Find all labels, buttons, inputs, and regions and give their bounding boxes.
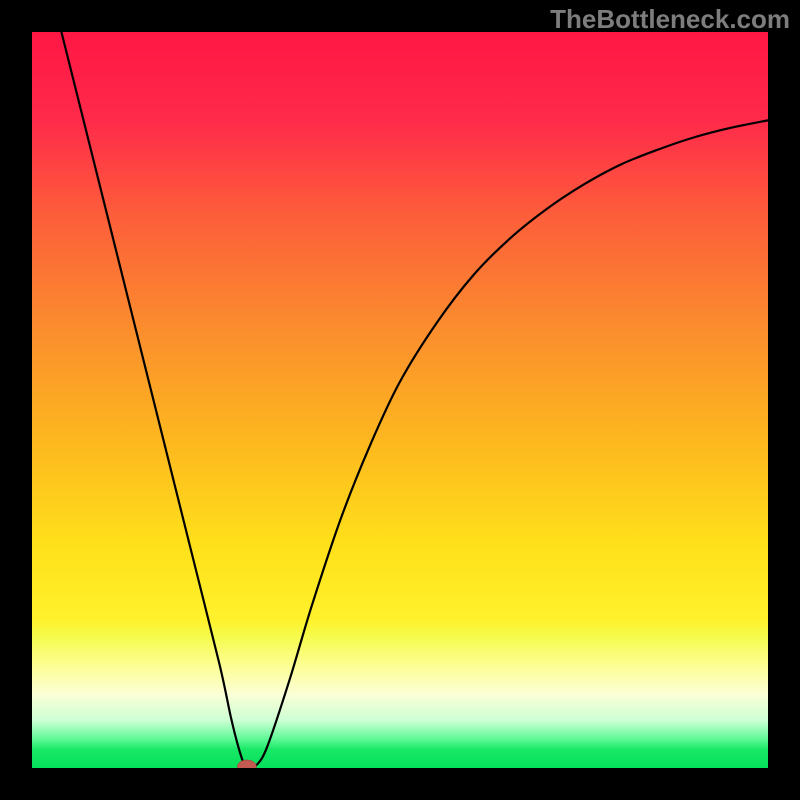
chart-container: { "meta": { "watermark_text": "TheBottle…	[0, 0, 800, 800]
bottleneck-chart	[0, 0, 800, 800]
chart-gradient-background	[32, 32, 768, 768]
watermark-text: TheBottleneck.com	[550, 4, 790, 35]
